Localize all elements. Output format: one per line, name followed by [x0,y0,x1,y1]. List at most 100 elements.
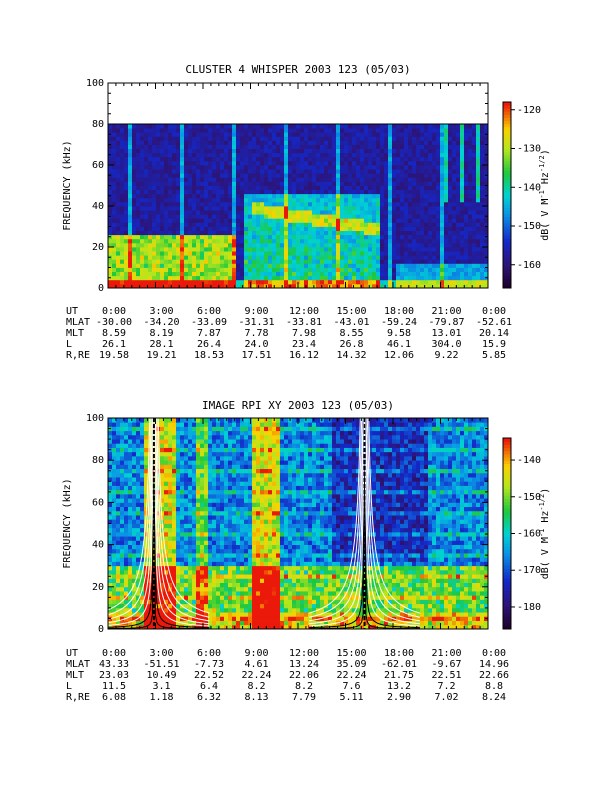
spectrogram-image [108,418,489,630]
ephemeris-row-label: UT [66,648,78,659]
ephemeris-value: -7.73 [194,659,224,670]
ephemeris-value: 11.5 [102,681,126,692]
colorbar: -140 -150 -160 -170 -180 dB( V M-1 Hz-1/2) [502,437,551,630]
ephemeris-value: 35.09 [336,659,366,670]
ephemeris-row-label: MLT [66,328,84,339]
ephemeris-value: 0:00 [102,306,126,317]
colorbar-label-part: -1 [538,190,546,198]
ephemeris-value: 6.08 [102,692,126,703]
ephemeris-row-label: R,RE [66,692,90,703]
y-tick-label: 60 [92,497,104,508]
ephemeris-value: 3:00 [149,306,173,317]
y-tick-label: 40 [92,540,104,551]
ephemeris-value: -43.01 [333,317,369,328]
ephemeris-value: 26.1 [102,339,126,350]
ephemeris-value: 8.24 [482,692,506,703]
ephemeris-value: 6:00 [197,306,221,317]
ephemeris-value: 24.0 [244,339,268,350]
colorbar-label: dB( V M-1 Hz-1/2) [538,488,551,580]
y-axis-label: FREQUENCY (kHz) [62,140,73,230]
ephemeris-value: 13.01 [431,328,461,339]
ephemeris-value: -59.24 [381,317,417,328]
ephemeris-value: -52.61 [476,317,512,328]
ephemeris-value: 17.51 [241,350,271,361]
ephemeris-value: 12:00 [289,648,319,659]
ephemeris-value: 7.6 [342,681,360,692]
spectrogram-image [108,83,489,289]
ephemeris-value: 8.2 [247,681,265,692]
colorbar-tick-label: -140 [517,455,541,466]
colorbar-tick-label: -150 [517,492,541,503]
y-tick-label: 40 [92,201,104,212]
ephemeris-value: 9.58 [387,328,411,339]
colorbar-label-part: -1 [538,529,546,537]
ephemeris-value: 22.06 [289,670,319,681]
ephemeris-row-label: L [66,339,72,350]
ephemeris-value: 13.2 [387,681,411,692]
ephemeris-row-label: UT [66,306,78,317]
y-tick-label: 0 [98,283,104,294]
ephemeris-value: 46.1 [387,339,411,350]
colorbar-label-part: Hz [540,172,551,190]
y-tick-label: 100 [86,413,104,424]
ephemeris-value: 21:00 [431,306,461,317]
y-tick-label: 20 [92,582,104,593]
ephemeris-value: 9.22 [434,350,458,361]
ephemeris-value: 9:00 [244,648,268,659]
chart-panel-2: IMAGE RPI XY 2003 123 (05/03) 0 20 40 60 80 10… [62,399,551,703]
ephemeris-value: 8.59 [102,328,126,339]
colorbar-tick-label: -170 [517,565,541,576]
ephemeris-value: -79.87 [428,317,464,328]
ephemeris-value: 8.55 [339,328,363,339]
y-axis-label: FREQUENCY (kHz) [62,478,73,568]
ephemeris-value: 21.75 [384,670,414,681]
ephemeris-value: 8.8 [485,681,503,692]
colorbar-tick-label: -160 [517,260,541,271]
ephemeris-row-label: MLAT [66,317,90,328]
ephemeris-value: 7.2 [437,681,455,692]
ephemeris-value: 7.02 [434,692,458,703]
ephemeris-value: 18:00 [384,648,414,659]
ephemeris-value: 8.2 [295,681,313,692]
colorbar-tick-label: -130 [517,144,541,155]
ephemeris-row-label: MLAT [66,659,90,670]
ephemeris-value: 6.32 [197,692,221,703]
colorbar-tick-label: -180 [517,602,541,613]
ephemeris-value: 19.21 [146,350,176,361]
y-tick-label: 80 [92,455,104,466]
ephemeris-value: 28.1 [149,339,173,350]
colorbar-tick-label: -140 [517,182,541,193]
colorbar-label-part: dB( V M [540,199,551,241]
ephemeris-value: 14.32 [336,350,366,361]
colorbar-label-part: dB( V M [540,537,551,579]
ephemeris-value: 6:00 [197,648,221,659]
ephemeris-value: 0:00 [482,648,506,659]
colorbar-label-part: -1/2 [538,155,546,172]
ephemeris-value: 8.19 [149,328,173,339]
ephemeris-value: -30.00 [96,317,132,328]
ephemeris-value: 8.13 [244,692,268,703]
ephemeris-value: 15:00 [336,648,366,659]
ephemeris-value: 18:00 [384,306,414,317]
chart-panel-1: CLUSTER 4 WHISPER 2003 123 (05/03) 0 20 40 6… [62,63,551,361]
ephemeris-value: 22.66 [479,670,509,681]
ephemeris-value: 16.12 [289,350,319,361]
ephemeris-value: 7.78 [244,328,268,339]
colorbar-label-part: ) [540,149,551,155]
ephemeris-value: -9.67 [431,659,461,670]
ephemeris-value: 15:00 [336,306,366,317]
y-tick-label: 20 [92,242,104,253]
colorbar-label: dB( V M-1 Hz-1/2) [538,149,551,241]
ephemeris-value: 9:00 [244,306,268,317]
ephemeris-value: 22.52 [194,670,224,681]
ephemeris-value: 6.4 [200,681,218,692]
ephemeris-value: 5.11 [339,692,363,703]
ephemeris-value: -62.01 [381,659,417,670]
ephemeris-value: 304.0 [431,339,461,350]
colorbar-tick-label: -150 [517,221,541,232]
ephemeris-value: 13.24 [289,659,319,670]
colorbar-label-part: ) [540,488,551,494]
ephemeris-value: 1.18 [149,692,173,703]
ephemeris-value: 23.03 [99,670,129,681]
